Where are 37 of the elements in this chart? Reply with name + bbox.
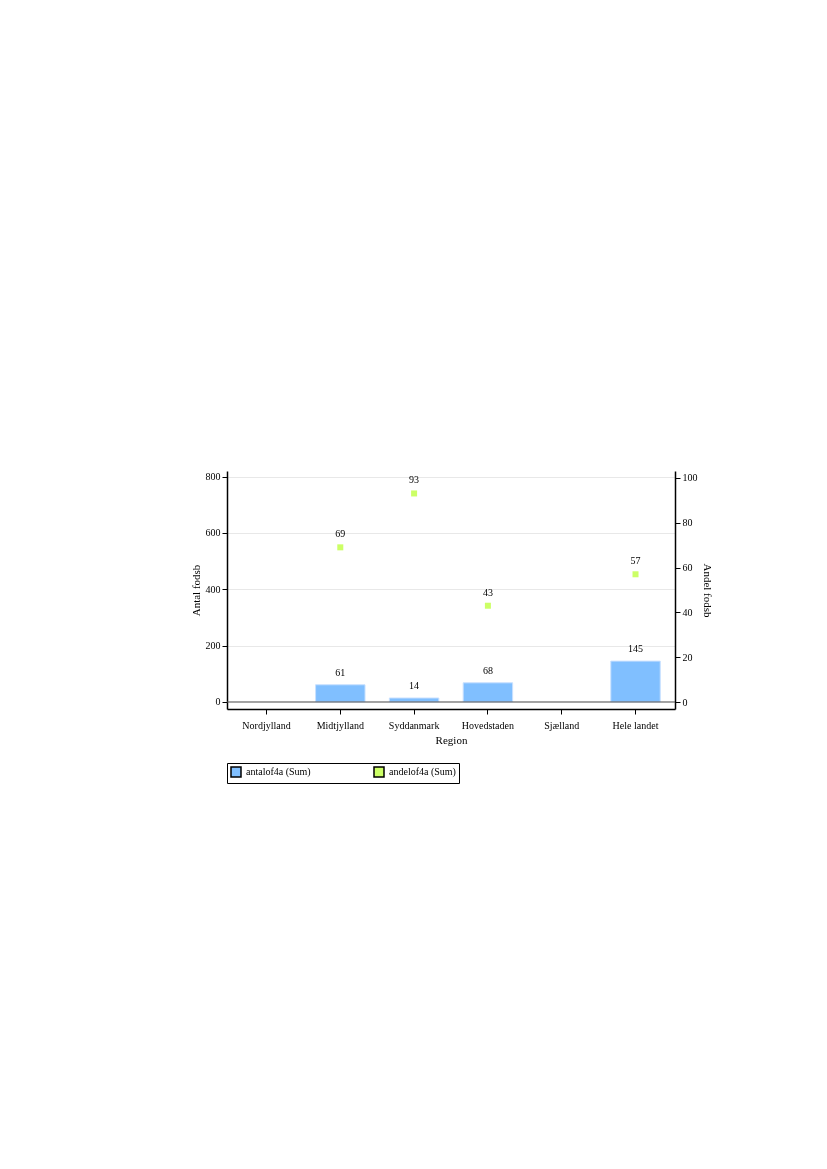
data-label: 68 <box>482 664 493 676</box>
y-tick-label: 400 <box>205 583 221 595</box>
x-tick-label: Midtjylland <box>316 719 364 731</box>
y-tick-label: 0 <box>215 696 221 708</box>
point <box>337 544 344 551</box>
y-axis-title: Antal fodsb <box>189 564 202 617</box>
y2-axis-title: Andel fodsb <box>701 563 714 619</box>
y2-tick-label: 20 <box>682 651 693 663</box>
point <box>411 490 418 497</box>
y2-tick-label: 60 <box>682 562 693 574</box>
x-tick-label: Sjælland <box>544 719 580 731</box>
y-tick-label: 200 <box>205 640 221 652</box>
y2-tick-label: 100 <box>682 472 698 484</box>
data-label: 69 <box>335 528 346 540</box>
data-label: 61 <box>335 666 346 678</box>
bar <box>610 660 661 703</box>
y-tick-label: 800 <box>205 471 221 483</box>
x-tick-label: Nordjylland <box>242 719 291 731</box>
x-axis-title: Region <box>435 733 468 746</box>
data-label: 57 <box>630 555 641 567</box>
data-label: 93 <box>409 474 420 486</box>
data-label: 145 <box>628 643 644 655</box>
point <box>484 602 491 609</box>
x-tick-label: Hele landet <box>612 719 659 731</box>
y2-tick-label: 0 <box>682 696 688 708</box>
x-tick-label: Hovedstaden <box>461 719 515 731</box>
point <box>632 571 639 578</box>
y-tick-label: 600 <box>205 527 221 539</box>
y2-tick-label: 80 <box>682 517 693 529</box>
legend-label: andelof4a (Sum) <box>389 766 456 778</box>
data-label: 14 <box>409 680 420 692</box>
bar <box>462 682 514 703</box>
x-tick-label: Syddanmark <box>388 719 440 731</box>
y2-tick-label: 40 <box>682 606 693 618</box>
data-label: 43 <box>482 586 493 598</box>
legend-label: antalof4a (Sum) <box>246 766 311 778</box>
bar <box>315 684 366 703</box>
